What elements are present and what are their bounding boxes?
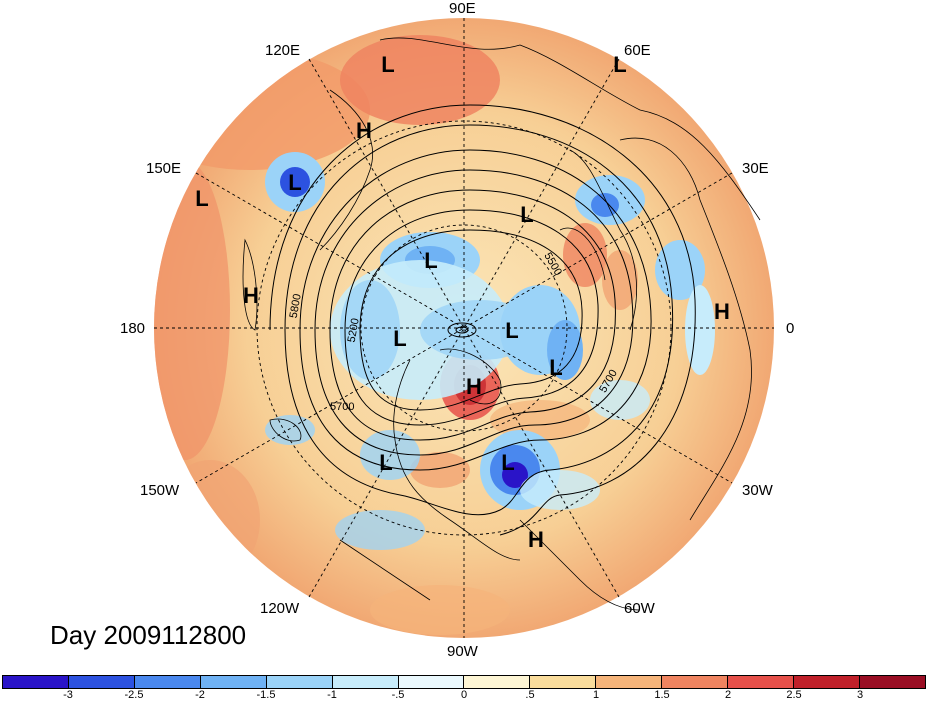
pressure-center-low: L xyxy=(424,248,437,273)
longitude-label-120w: 120W xyxy=(260,600,300,617)
height-contours xyxy=(269,104,696,536)
map-title: Day 2009112800 xyxy=(50,620,247,650)
colorbar-tick-label: 0 xyxy=(460,689,468,701)
pressure-center-low: L xyxy=(381,52,394,77)
colorbar-tick-label: -2.5 xyxy=(124,689,144,701)
longitude-label-30w: 30W xyxy=(742,482,773,499)
colorbar-box xyxy=(530,676,597,688)
colorbar-box xyxy=(464,676,531,688)
pressure-centers: L L H L L L H L L L L H H L L H xyxy=(195,52,730,552)
colorbar-box xyxy=(68,676,135,688)
pressure-center-low: L xyxy=(501,450,514,475)
colorbar-tick-label: 2.5 xyxy=(786,689,802,701)
colorbar-box xyxy=(200,676,267,688)
colorbar-tick-label: -3 xyxy=(63,689,73,701)
longitude-label-150w: 150W xyxy=(140,482,180,499)
colorbar-box xyxy=(662,676,729,688)
pressure-center-low: L xyxy=(379,450,392,475)
colorbar-tick-label: -2 xyxy=(195,689,205,701)
colorbar-tick-label: -.5 xyxy=(391,689,405,701)
pressure-center-low: L xyxy=(288,170,301,195)
pressure-center-low: L xyxy=(195,186,208,211)
contour-label: 5200 xyxy=(346,317,362,343)
colorbar-tick-label: .5 xyxy=(525,689,535,701)
colorbar-box xyxy=(596,676,663,688)
longitude-label-30e: 30E xyxy=(742,160,769,177)
pressure-center-low: L xyxy=(549,355,562,380)
pressure-center-high: H xyxy=(466,374,482,399)
colorbar-box xyxy=(332,676,399,688)
longitude-label-90e: 90E xyxy=(449,0,476,17)
colorbar-tick-label: 1 xyxy=(592,689,600,701)
pressure-center-low: L xyxy=(393,326,406,351)
pressure-center-high: H xyxy=(356,118,372,143)
pressure-center-low: L xyxy=(520,202,533,227)
longitude-label-150e: 150E xyxy=(146,160,182,177)
longitude-label-120e: 120E xyxy=(265,42,301,59)
pressure-center-high: H xyxy=(243,283,259,308)
colorbar-box xyxy=(266,676,333,688)
contour-label: 5700 xyxy=(330,401,354,413)
colorbar-tick-label: 1.5 xyxy=(654,689,670,701)
colorbar-box xyxy=(728,676,795,688)
longitude-label-90w: 90W xyxy=(447,643,478,660)
pressure-center-high: H xyxy=(714,299,730,324)
longitude-label-0: 0 xyxy=(786,320,795,337)
coastlines xyxy=(242,37,761,611)
colorbar-box xyxy=(859,676,925,688)
longitude-label-60e: 60E xyxy=(624,42,651,59)
colorbar-tick-label: 2 xyxy=(724,689,732,701)
colorbar-tick-label: 3 xyxy=(856,689,864,701)
longitude-label-60w: 60W xyxy=(624,600,655,617)
colorbar xyxy=(2,675,926,689)
pressure-center-low: L xyxy=(505,318,518,343)
longitude-label-180: 180 xyxy=(120,320,146,337)
colorbar-box xyxy=(398,676,465,688)
contour-label: 5800 xyxy=(288,293,304,319)
colorbar-box xyxy=(3,676,69,688)
colorbar-tick-label: -1.5 xyxy=(256,689,276,701)
pressure-center-high: H xyxy=(528,527,544,552)
colorbar-box xyxy=(794,676,860,688)
graticule xyxy=(154,18,774,638)
colorbar-tick-label: -1 xyxy=(327,689,337,701)
colorbar-box xyxy=(134,676,201,688)
pressure-center-low: L xyxy=(613,52,626,77)
